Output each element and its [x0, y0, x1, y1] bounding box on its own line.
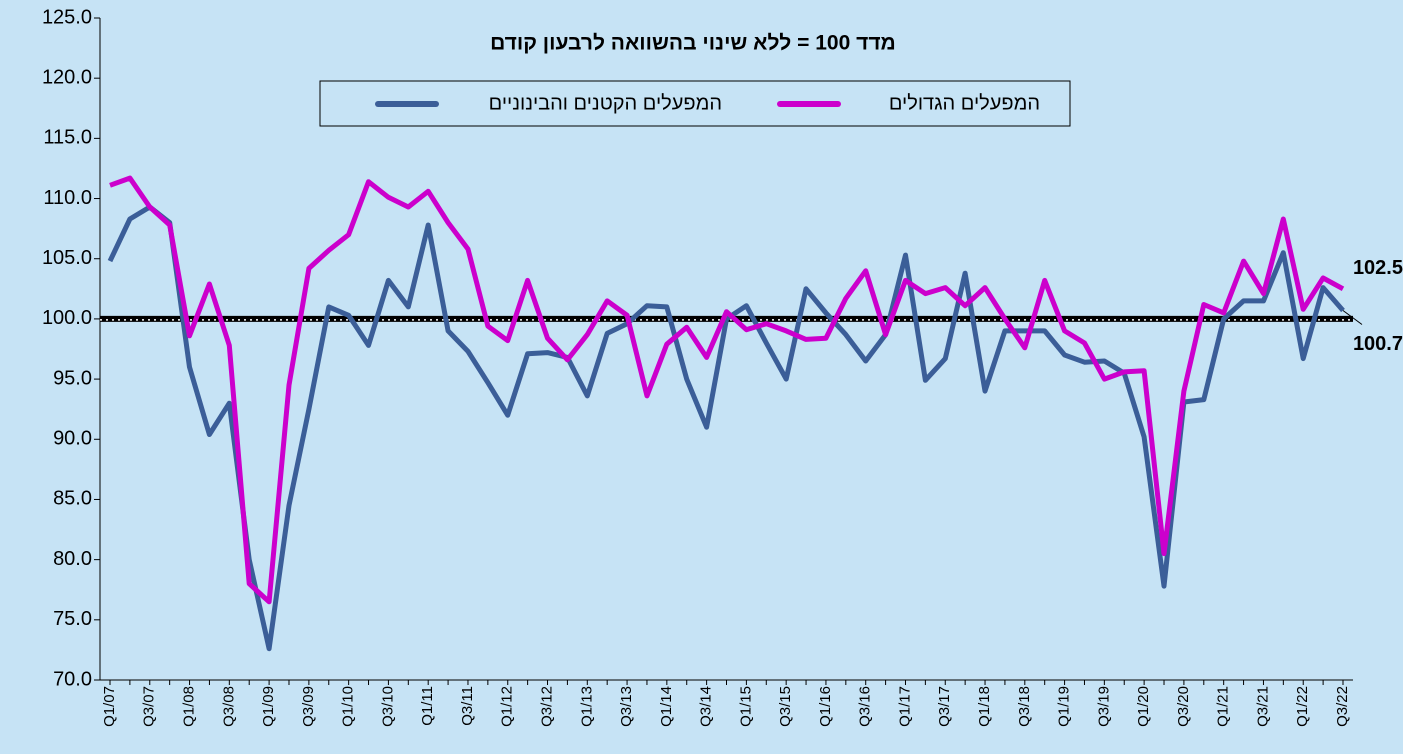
- x-tick-label: Q3/18: [1016, 686, 1033, 727]
- x-tick-label: Q1/10: [340, 686, 357, 727]
- x-tick-label: Q3/14: [698, 686, 715, 727]
- y-tick-label: 75.0: [53, 608, 92, 630]
- x-tick-label: Q3/11: [459, 686, 476, 726]
- x-tick-label: Q3/17: [936, 686, 953, 727]
- x-tick-label: Q3/20: [1175, 686, 1192, 727]
- y-tick-label: 115.0: [43, 127, 92, 149]
- legend-label: המפעלים הגדולים: [889, 92, 1040, 114]
- y-tick-label: 80.0: [53, 548, 92, 570]
- x-tick-label: Q1/20: [1135, 686, 1152, 727]
- x-tick-label: Q3/22: [1334, 686, 1351, 727]
- y-tick-label: 120.0: [42, 66, 92, 88]
- x-tick-label: Q3/16: [857, 686, 874, 727]
- x-tick-label: Q1/09: [260, 686, 277, 727]
- y-tick-label: 110.0: [43, 187, 92, 209]
- y-tick-label: 85.0: [53, 488, 92, 510]
- x-tick-label: Q1/16: [817, 686, 834, 727]
- x-tick-label: Q3/15: [777, 686, 794, 727]
- series-line: [109, 175, 1345, 605]
- chart-title: מדד 100 = ללא שינוי בהשוואה לרבעון קודם: [490, 32, 896, 55]
- x-tick-label: Q1/21: [1215, 686, 1232, 727]
- y-tick-label: 125.0: [42, 6, 92, 28]
- annotation: 102.5: [1353, 257, 1403, 279]
- y-tick-label: 95.0: [53, 367, 92, 389]
- x-tick-label: Q3/07: [141, 686, 158, 727]
- y-tick-label: 100.0: [42, 307, 92, 329]
- x-tick-label: Q1/12: [499, 686, 516, 727]
- x-tick-label: Q1/14: [658, 686, 675, 727]
- x-tick-label: Q1/08: [181, 686, 198, 727]
- x-tick-label: Q1/07: [101, 686, 118, 727]
- legend-label: המפעלים הקטנים והבינוניים: [489, 92, 722, 114]
- x-tick-label: Q3/12: [538, 686, 555, 727]
- x-tick-label: Q1/11: [419, 686, 436, 726]
- x-tick-label: Q1/19: [1056, 686, 1073, 727]
- x-tick-label: Q1/13: [578, 686, 595, 727]
- legend: [319, 80, 1071, 127]
- x-tick-label: Q3/19: [1095, 686, 1112, 727]
- annotation: 100.7: [1353, 333, 1403, 355]
- x-tick-label: Q3/10: [379, 686, 396, 727]
- x-tick-label: Q3/13: [618, 686, 635, 727]
- annotation-leader: [1342, 310, 1363, 325]
- x-tick-label: Q1/15: [737, 686, 754, 727]
- x-tick-label: Q1/18: [976, 686, 993, 727]
- x-tick-label: Q1/22: [1294, 686, 1311, 727]
- series-line: [107, 204, 1345, 652]
- x-tick-label: Q3/21: [1254, 686, 1271, 727]
- y-tick-label: 70.0: [53, 668, 92, 690]
- x-tick-label: Q3/09: [300, 686, 317, 727]
- x-tick-label: Q1/17: [896, 686, 913, 727]
- x-tick-label: Q3/08: [220, 686, 237, 727]
- y-tick-label: 90.0: [53, 428, 92, 450]
- y-tick-label: 105.0: [42, 247, 92, 269]
